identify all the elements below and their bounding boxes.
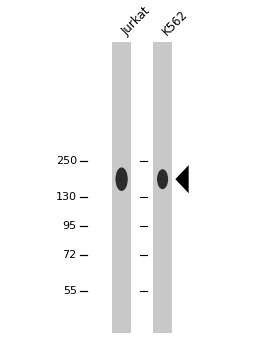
Ellipse shape bbox=[157, 169, 168, 189]
Text: K562: K562 bbox=[160, 8, 190, 38]
Bar bbox=[112, 42, 131, 333]
Text: 95: 95 bbox=[63, 221, 77, 231]
Polygon shape bbox=[175, 165, 189, 193]
Text: 55: 55 bbox=[63, 286, 77, 296]
Text: 72: 72 bbox=[62, 250, 77, 260]
Text: 250: 250 bbox=[56, 156, 77, 166]
Text: 130: 130 bbox=[56, 192, 77, 202]
Ellipse shape bbox=[115, 167, 128, 191]
Bar bbox=[153, 42, 172, 333]
Text: Jurkat: Jurkat bbox=[119, 4, 153, 38]
